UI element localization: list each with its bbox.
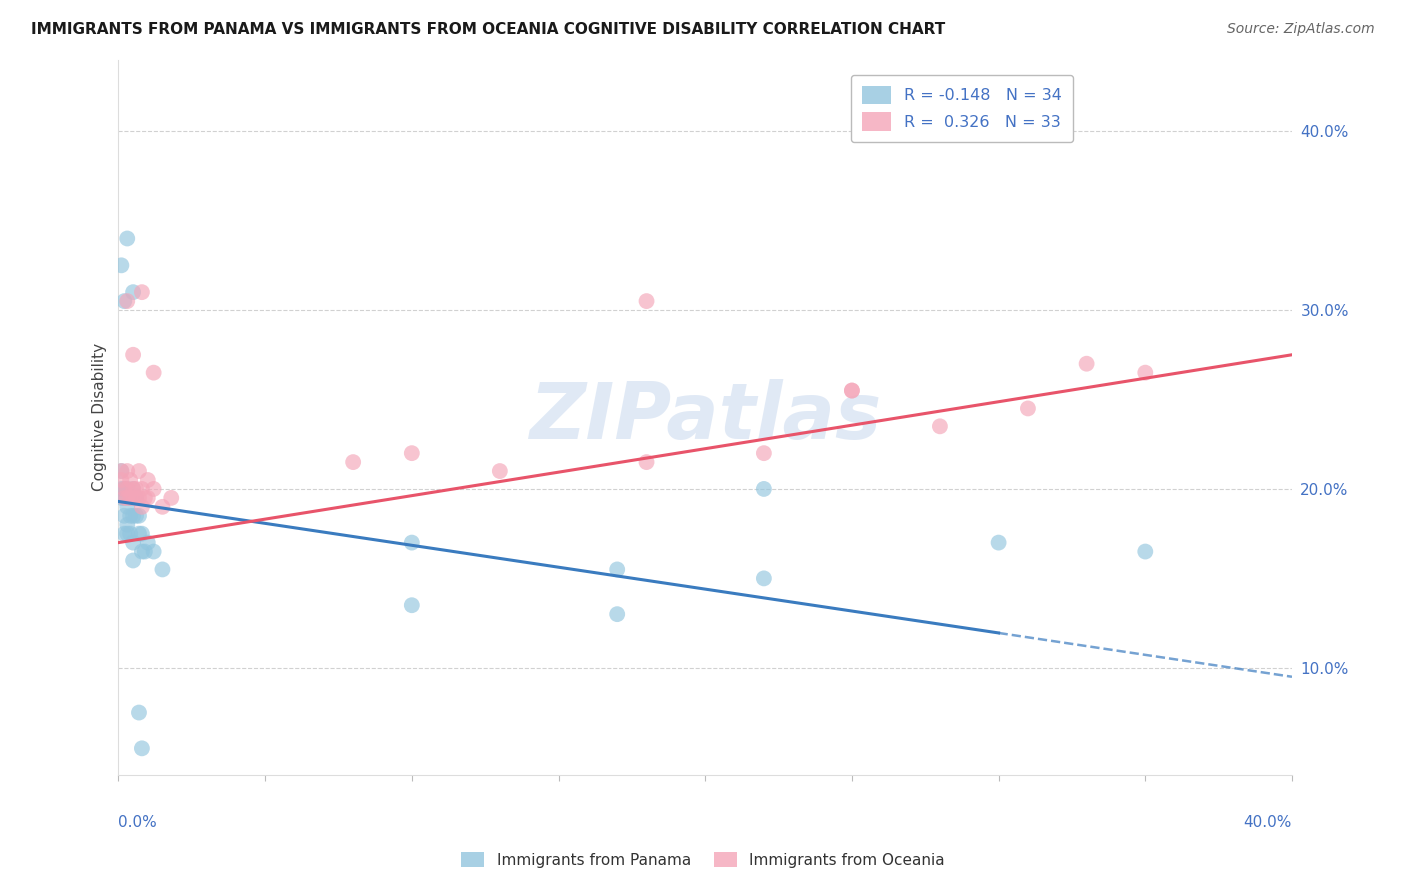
Point (401, 598, 423, 612)
Point (125, 482, 148, 496)
Point (122, 285, 145, 300)
Point (142, 482, 165, 496)
Point (110, 473, 132, 487)
Point (122, 482, 145, 496)
Point (128, 491, 150, 505)
Point (752, 571, 775, 585)
Point (128, 464, 150, 478)
Point (128, 526, 150, 541)
Point (636, 455, 658, 469)
Point (122, 348, 145, 362)
Point (136, 535, 159, 549)
Point (125, 508, 148, 523)
Y-axis label: Cognitive Disability: Cognitive Disability (93, 343, 107, 491)
Point (1135, 544, 1157, 558)
Point (125, 491, 148, 505)
Point (342, 455, 364, 469)
Point (131, 285, 153, 300)
Point (122, 535, 145, 549)
Point (115, 500, 138, 514)
Point (841, 384, 863, 398)
Point (115, 482, 138, 496)
Point (152, 500, 174, 514)
Point (136, 491, 159, 505)
Legend: Immigrants from Panama, Immigrants from Oceania: Immigrants from Panama, Immigrants from … (454, 844, 952, 875)
Point (1135, 366, 1157, 380)
Text: ZIPatlas: ZIPatlas (529, 379, 882, 456)
Point (112, 491, 135, 505)
Point (122, 508, 145, 523)
Point (120, 491, 142, 505)
Point (929, 419, 952, 434)
Text: 0.0%: 0.0% (118, 814, 157, 830)
Point (112, 526, 135, 541)
Point (987, 535, 1010, 549)
Point (115, 491, 138, 505)
Point (489, 464, 512, 478)
Point (131, 544, 153, 558)
Point (122, 491, 145, 505)
Point (115, 482, 138, 496)
Point (112, 482, 135, 496)
Legend: R = -0.148   N = 34, R =  0.326   N = 33: R = -0.148 N = 34, R = 0.326 N = 33 (851, 75, 1073, 142)
Point (134, 491, 156, 505)
Point (131, 500, 153, 514)
Point (120, 473, 142, 487)
Point (752, 446, 775, 460)
Point (122, 553, 145, 567)
Point (122, 482, 145, 496)
Text: Source: ZipAtlas.com: Source: ZipAtlas.com (1227, 22, 1375, 37)
Point (131, 526, 153, 541)
Text: IMMIGRANTS FROM PANAMA VS IMMIGRANTS FROM OCEANIA COGNITIVE DISABILITY CORRELATI: IMMIGRANTS FROM PANAMA VS IMMIGRANTS FRO… (31, 22, 945, 37)
Point (110, 258, 132, 272)
Point (401, 535, 423, 549)
Point (120, 508, 142, 523)
Point (160, 491, 183, 505)
Point (152, 562, 174, 576)
Point (606, 607, 628, 622)
Point (125, 491, 148, 505)
Point (134, 544, 156, 558)
Point (841, 384, 863, 398)
Point (110, 464, 132, 478)
Point (120, 491, 142, 505)
Point (115, 231, 138, 245)
Point (112, 294, 135, 309)
Point (115, 464, 138, 478)
Point (606, 562, 628, 576)
Point (752, 482, 775, 496)
Point (1017, 401, 1039, 416)
Point (112, 491, 135, 505)
Point (131, 741, 153, 756)
Text: 40.0%: 40.0% (1244, 814, 1292, 830)
Point (110, 482, 132, 496)
Point (1076, 357, 1098, 371)
Point (142, 544, 165, 558)
Point (142, 366, 165, 380)
Point (401, 446, 423, 460)
Point (110, 491, 132, 505)
Point (115, 294, 138, 309)
Point (115, 526, 138, 541)
Point (112, 508, 135, 523)
Point (110, 464, 132, 478)
Point (128, 508, 150, 523)
Point (131, 482, 153, 496)
Point (128, 706, 150, 720)
Point (136, 473, 159, 487)
Point (112, 482, 135, 496)
Point (115, 517, 138, 532)
Point (636, 294, 658, 309)
Point (120, 526, 142, 541)
